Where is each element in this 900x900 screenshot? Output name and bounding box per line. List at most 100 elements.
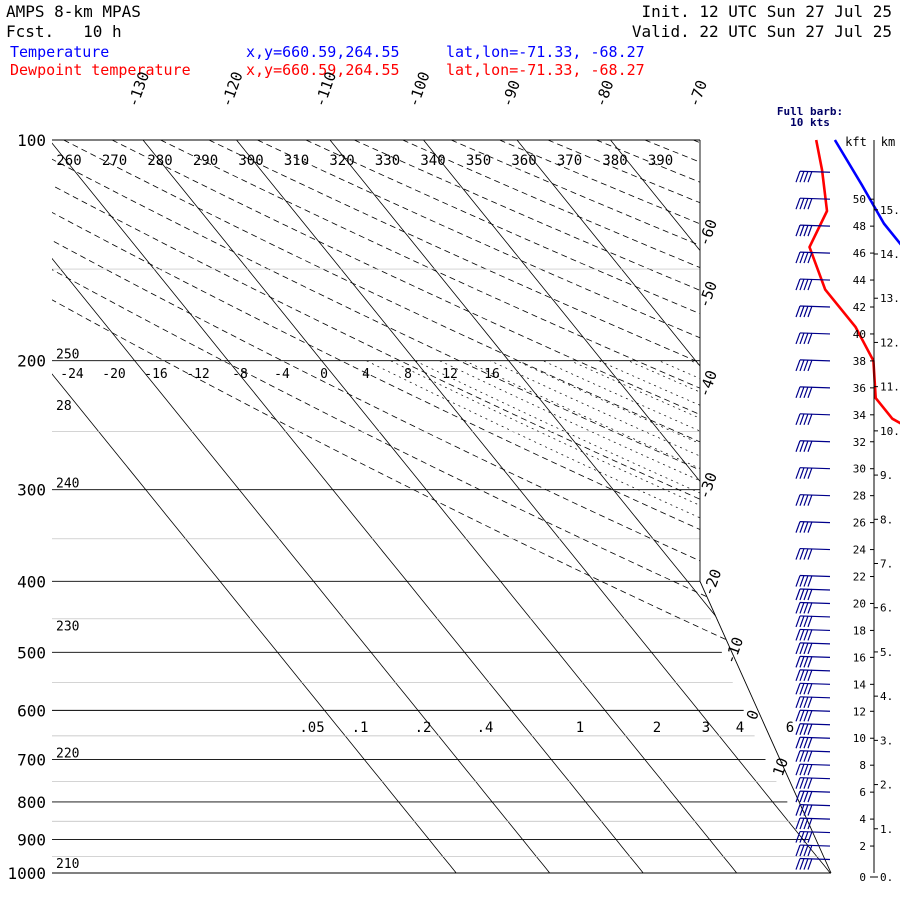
km-tick-label: 4. — [880, 690, 893, 703]
pressure-tick-label: 500 — [17, 643, 46, 662]
kft-tick-label: 0 — [859, 871, 866, 884]
theta-label: 360 — [511, 153, 536, 169]
moist-adiabat-line — [516, 360, 831, 873]
mixing-ratio-label: 3 — [702, 720, 710, 736]
kft-tick-label: 40 — [853, 328, 866, 341]
valid-time: Valid. 22 UTC Sun 27 Jul 25 — [631, 22, 892, 41]
wind-barb-staff — [799, 332, 831, 335]
dry-adiabat-line — [52, 140, 831, 873]
km-tick-label: 14. — [880, 248, 900, 261]
wind-barb-staff — [799, 494, 831, 497]
wind-barb-staff — [799, 359, 831, 362]
kft-tick-label: 22 — [853, 571, 866, 584]
wind-barb-staff — [799, 763, 831, 766]
kft-tick-label: 44 — [853, 274, 867, 287]
pressure-tick-label: 800 — [17, 793, 46, 812]
barb-note-line2: 10 kts — [790, 116, 830, 129]
theta-label: 280 — [147, 153, 172, 169]
pressure-tick-label: 900 — [17, 830, 46, 849]
left-theta-label: 250 — [56, 348, 79, 363]
wind-barb-flag — [799, 750, 805, 762]
wind-barb-flag — [803, 844, 809, 857]
wind-barb-flag — [803, 494, 809, 506]
wind-barb-staff — [799, 804, 831, 807]
theta-label: 260 — [56, 153, 81, 169]
km-unit-label: km — [881, 135, 895, 149]
mixing-ratio-label: 2 — [653, 720, 661, 736]
wind-barb-flag — [803, 642, 809, 655]
wind-barb-flag — [799, 521, 805, 533]
wind-barb-staff — [799, 709, 831, 712]
wind-barb-flag — [795, 332, 801, 345]
moist-adiabat-line — [439, 360, 831, 873]
isotherm-lines — [52, 140, 831, 873]
kft-tick-label: 26 — [853, 517, 866, 530]
kft-tick-label: 48 — [853, 220, 866, 233]
wind-barb-flag — [807, 251, 813, 264]
wind-barb-flag — [803, 251, 809, 264]
wind-barb-staff — [799, 521, 831, 524]
wind-barb-flag — [803, 332, 809, 345]
wind-barb-staff — [799, 305, 831, 308]
kft-tick-label: 30 — [853, 463, 866, 476]
wind-barb-flag — [807, 224, 813, 237]
wind-barb-flag — [803, 656, 809, 668]
wind-barb-flag — [807, 521, 813, 533]
wind-barb-flag — [799, 777, 805, 789]
wind-barb-flag — [795, 656, 801, 668]
wind-barb-flag — [795, 386, 801, 399]
mixing-ratio-label: -24 — [60, 367, 84, 382]
wind-barb-flag — [807, 844, 813, 857]
wind-barb-flag — [795, 804, 801, 816]
wind-barb-staff — [799, 857, 831, 861]
wind-barb-flag — [803, 790, 809, 803]
wind-barb-flag — [807, 305, 813, 318]
wind-barb-flag — [803, 575, 809, 587]
wind-barb-flag — [795, 696, 801, 709]
wind-barb-flag — [807, 615, 813, 628]
wind-barb-flag — [803, 278, 809, 291]
wind-barb-flag — [799, 467, 805, 479]
kft-tick-label: 32 — [853, 436, 866, 449]
dry-adiabat-line — [52, 140, 831, 873]
mixing-ratio-label: .05 — [299, 720, 324, 736]
mixing-ratio-label: -12 — [186, 367, 209, 382]
wind-barb-flag — [795, 467, 801, 479]
wind-barb-flag — [807, 763, 813, 776]
mixing-ratio-label: 16 — [484, 367, 500, 382]
wind-barb-flag — [807, 750, 813, 762]
theta-label: 290 — [193, 153, 218, 169]
km-tick-label: 2. — [880, 779, 893, 792]
moist-adiabat-line — [542, 360, 831, 873]
dry-adiabat-line — [402, 140, 831, 873]
km-tick-label: 6. — [880, 602, 893, 615]
wind-barb-staff — [799, 817, 831, 820]
isotherm-line — [516, 140, 831, 873]
wind-barb-flag — [799, 831, 805, 843]
wind-barb-flag — [807, 413, 813, 426]
wind-barb-flag — [803, 763, 809, 776]
theta-label: 350 — [466, 153, 491, 169]
wind-barb-flag — [799, 710, 805, 722]
wind-barb-flag — [807, 777, 813, 789]
wind-barb-flag — [795, 710, 801, 722]
wind-barb-staff — [799, 386, 831, 389]
mixing-ratio-label: 12 — [442, 367, 458, 382]
kft-tick-label: 42 — [853, 301, 866, 314]
kft-tick-label: 24 — [853, 544, 867, 557]
wind-barb-staff — [799, 696, 831, 699]
wind-barb-staff — [799, 615, 831, 618]
km-tick-label: 7. — [880, 558, 893, 571]
isotherm-line — [703, 140, 831, 873]
wind-barb-staff — [799, 170, 831, 173]
mixing-ratio-label: 6 — [786, 720, 794, 736]
legend-dewpoint-xy: x,y=660.59,264.55 — [246, 61, 400, 79]
wind-barb-flag — [803, 171, 809, 183]
pressure-grid — [52, 139, 832, 874]
theta-label: 370 — [557, 153, 582, 169]
isotherm-label: -60 — [695, 217, 721, 249]
isotherm-label: -130 — [124, 69, 153, 109]
wind-barb-flag — [795, 777, 801, 789]
isotherm-label: -110 — [311, 69, 340, 109]
